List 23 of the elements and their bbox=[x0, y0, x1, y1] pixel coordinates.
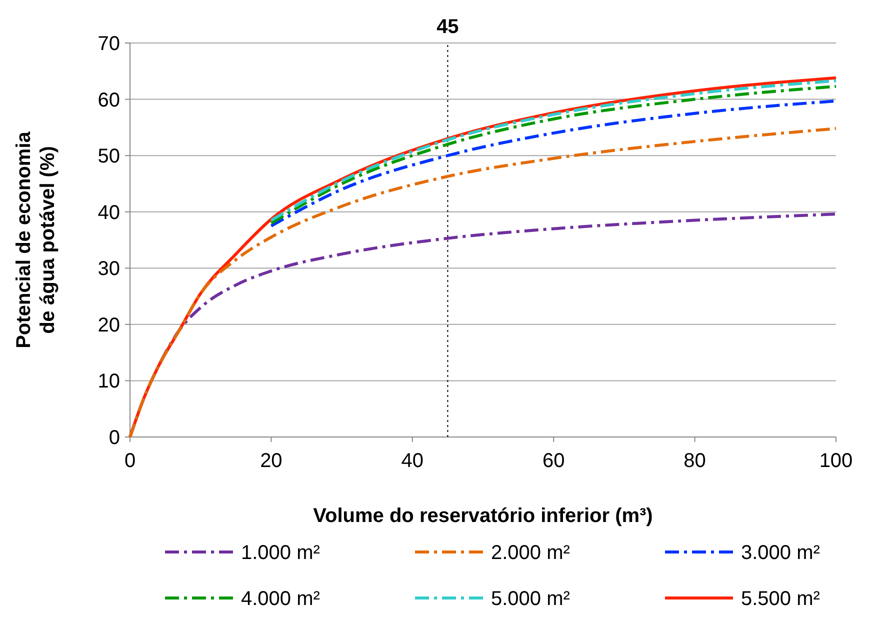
ref-line-label: 45 bbox=[436, 16, 459, 38]
y-tick-label: 20 bbox=[98, 314, 120, 336]
legend-label: 3.000 m² bbox=[741, 542, 820, 564]
legend-label: 5.000 m² bbox=[491, 588, 570, 610]
y-tick-label: 70 bbox=[98, 33, 120, 55]
x-tick-label: 20 bbox=[260, 450, 282, 472]
x-tick-label: 40 bbox=[401, 450, 424, 472]
y-tick-label: 50 bbox=[98, 146, 120, 168]
legend-label: 5.500 m² bbox=[741, 588, 820, 610]
x-tick-label: 0 bbox=[124, 450, 136, 472]
y-axis-title: Potencial de economia de água potável (%) bbox=[13, 130, 59, 348]
y-tick-label: 10 bbox=[98, 370, 120, 393]
x-tick-label: 60 bbox=[542, 450, 565, 472]
legend-label: 2.000 m² bbox=[491, 542, 570, 564]
legend-label: 4.000 m² bbox=[241, 588, 320, 610]
legend-label: 1.000 m² bbox=[241, 542, 320, 564]
y-tick-label: 30 bbox=[98, 258, 120, 280]
y-tick-label: 0 bbox=[108, 427, 120, 449]
x-tick-label: 80 bbox=[684, 450, 706, 472]
x-axis-title: Volume do reservatório inferior (m³) bbox=[313, 505, 653, 527]
y-tick-label: 60 bbox=[98, 89, 120, 112]
x-tick-label: 100 bbox=[819, 450, 853, 472]
y-tick-label: 40 bbox=[98, 202, 120, 224]
